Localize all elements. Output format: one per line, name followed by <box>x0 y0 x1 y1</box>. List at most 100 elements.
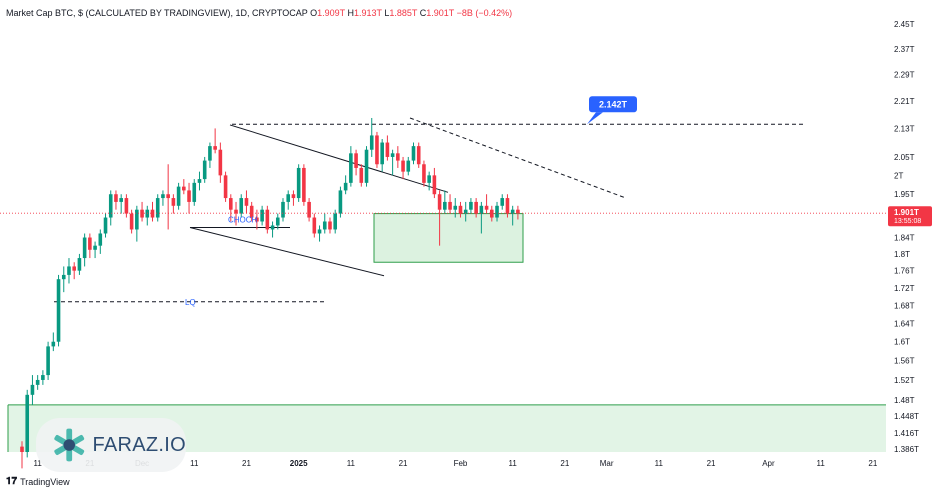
candle-body[interactable] <box>291 194 296 199</box>
candles-layer[interactable] <box>20 117 520 469</box>
candle-body[interactable] <box>67 266 71 275</box>
candle-body[interactable] <box>416 146 421 165</box>
candle-body[interactable] <box>343 182 348 191</box>
candle-body[interactable] <box>390 153 395 157</box>
candle-body[interactable] <box>333 213 337 230</box>
candle-body[interactable] <box>490 209 494 218</box>
candle-body[interactable] <box>218 149 223 176</box>
candle-body[interactable] <box>208 146 212 161</box>
candle-body[interactable] <box>234 209 238 214</box>
candle-body[interactable] <box>249 205 254 218</box>
candle-body[interactable] <box>103 217 108 234</box>
candle-body[interactable] <box>469 201 473 210</box>
candle-body[interactable] <box>448 201 452 210</box>
candle-body[interactable] <box>364 149 369 183</box>
candle-body[interactable] <box>61 274 66 280</box>
candle-body[interactable] <box>223 175 228 199</box>
candle-body[interactable] <box>98 233 103 246</box>
candle-body[interactable] <box>145 209 150 218</box>
price-callout-badge[interactable] <box>589 96 637 113</box>
candle-body[interactable] <box>427 175 431 183</box>
candle-body[interactable] <box>349 153 353 183</box>
candle-body[interactable] <box>187 190 191 202</box>
symbol-title[interactable]: Market Cap BTC, $ (CALCULATED BY TRADING… <box>6 8 308 18</box>
candle-body[interactable] <box>124 198 129 214</box>
candle-body[interactable] <box>354 153 358 168</box>
candle-body[interactable] <box>119 198 123 202</box>
candle-body[interactable] <box>35 379 40 385</box>
candle-body[interactable] <box>317 229 322 234</box>
candle-body[interactable] <box>505 198 510 214</box>
candle-body[interactable] <box>380 142 384 165</box>
candle-body[interactable] <box>495 205 499 218</box>
candle-body[interactable] <box>197 179 202 183</box>
candle-body[interactable] <box>396 153 400 161</box>
candle-body[interactable] <box>406 160 411 172</box>
candle-body[interactable] <box>359 167 364 183</box>
candle-body[interactable] <box>182 186 186 191</box>
candle-body[interactable] <box>239 198 244 214</box>
candle-body[interactable] <box>479 205 484 214</box>
candle-body[interactable] <box>255 217 259 222</box>
candle-body[interactable] <box>369 135 374 150</box>
candle-body[interactable] <box>265 209 270 230</box>
candle-body[interactable] <box>437 194 442 210</box>
candle-body[interactable] <box>51 341 56 347</box>
candle-body[interactable] <box>150 209 155 218</box>
candle-body[interactable] <box>171 198 176 206</box>
candle-body[interactable] <box>432 175 437 195</box>
candle-body[interactable] <box>77 258 82 271</box>
candle-body[interactable] <box>338 190 343 214</box>
tradingview-logo-icon[interactable]: 𝟏𝟕 <box>6 476 18 487</box>
candle-body[interactable] <box>176 186 181 206</box>
candle-body[interactable] <box>307 201 311 218</box>
candle-body[interactable] <box>281 201 285 218</box>
candle-body[interactable] <box>244 198 249 206</box>
candle-body[interactable] <box>401 160 405 172</box>
candle-body[interactable] <box>46 346 50 376</box>
candle-body[interactable] <box>155 198 160 218</box>
candle-body[interactable] <box>192 182 197 202</box>
candle-body[interactable] <box>458 205 463 214</box>
candle-body[interactable] <box>30 384 35 395</box>
candle-body[interactable] <box>510 209 515 214</box>
candle-body[interactable] <box>135 209 139 230</box>
candle-body[interactable] <box>161 194 165 199</box>
candle-body[interactable] <box>25 394 30 452</box>
candle-body[interactable] <box>443 201 447 210</box>
candle-body[interactable] <box>72 266 76 271</box>
candle-body[interactable] <box>140 209 144 218</box>
candle-body[interactable] <box>500 198 505 206</box>
tradingview-brand[interactable]: TradingView <box>20 476 70 487</box>
candle-body[interactable] <box>114 194 118 202</box>
candle-body[interactable] <box>20 446 24 452</box>
candle-body[interactable] <box>328 221 332 230</box>
y-axis[interactable]: 2.45T 2.37T 2.29T 2.21T 2.13T 2.05T 2T 1.95T 1.8… <box>888 20 932 454</box>
candle-body[interactable] <box>229 198 233 210</box>
candle-body[interactable] <box>166 194 170 199</box>
candle-body[interactable] <box>213 146 217 150</box>
candle-body[interactable] <box>82 237 87 259</box>
candle-body[interactable] <box>302 167 306 202</box>
candle-body[interactable] <box>385 142 390 157</box>
candle-body[interactable] <box>41 375 45 380</box>
candle-body[interactable] <box>275 217 280 226</box>
candle-body[interactable] <box>129 213 134 230</box>
candle-body[interactable] <box>286 194 291 202</box>
candle-body[interactable] <box>422 164 426 183</box>
candle-body[interactable] <box>516 209 520 214</box>
candle-body[interactable] <box>270 225 275 230</box>
candle-body[interactable] <box>56 279 61 342</box>
candle-body[interactable] <box>108 194 113 218</box>
candle-body[interactable] <box>484 205 489 210</box>
candle-body[interactable] <box>375 135 379 165</box>
candle-body[interactable] <box>312 217 317 234</box>
candle-body[interactable] <box>474 201 478 214</box>
candle-body[interactable] <box>453 205 458 210</box>
candle-body[interactable] <box>296 167 301 199</box>
candle-body[interactable] <box>411 146 416 161</box>
candle-body[interactable] <box>202 160 207 180</box>
candle-body[interactable] <box>463 209 468 214</box>
candle-body[interactable] <box>260 209 264 222</box>
